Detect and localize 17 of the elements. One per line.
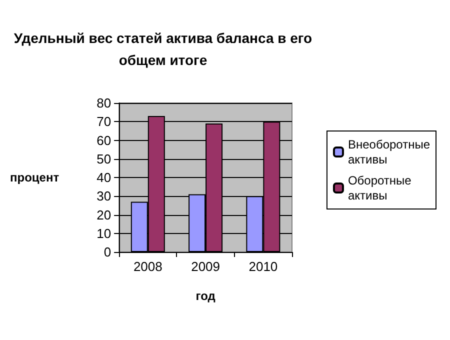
y-tick-label: 10 xyxy=(96,226,112,241)
x-tick-label: 2010 xyxy=(248,259,278,274)
y-tick-label: 70 xyxy=(96,114,112,130)
legend-label: Оборотные активы xyxy=(348,174,412,202)
y-tick-label: 0 xyxy=(104,244,112,260)
legend-label: Внеоборотные активы xyxy=(348,138,430,166)
x-tick-label: 2009 xyxy=(191,259,220,274)
x-axis-title: год xyxy=(196,289,216,303)
x-tick-label: 2008 xyxy=(133,259,162,274)
y-tick-label: 80 xyxy=(96,96,112,110)
y-axis-title: процент xyxy=(10,170,60,184)
y-tick-label: 20 xyxy=(96,207,112,222)
y-tick-label: 60 xyxy=(96,132,112,148)
y-tick-label: 50 xyxy=(96,151,112,166)
y-tick-label: 40 xyxy=(96,170,112,185)
y-tick-label: 30 xyxy=(96,188,112,204)
chart-title: Удельный вес статей актива баланса в его общем итоге xyxy=(14,30,312,68)
